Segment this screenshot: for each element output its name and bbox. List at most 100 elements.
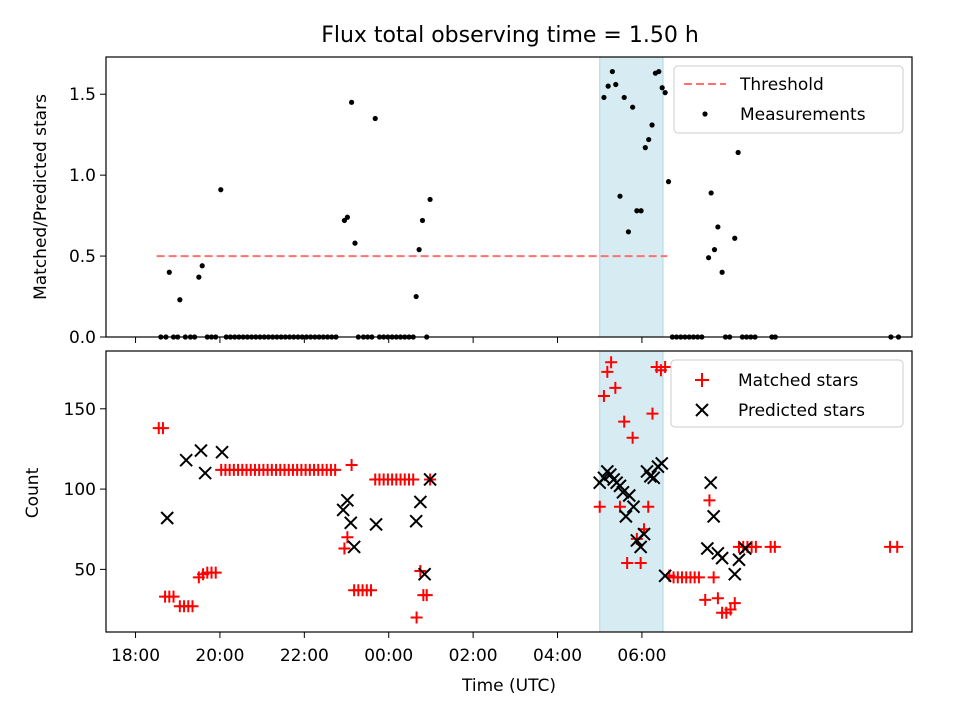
measurements-point (625, 229, 632, 235)
predicted-stars-point (413, 495, 428, 509)
x-tick-label: 20:00 (195, 646, 244, 666)
top-y-axis-label: Matched/Predicted stars (31, 94, 51, 300)
predicted-stars-point (336, 503, 350, 517)
predicted-stars-point (409, 514, 423, 528)
measurements-point (218, 187, 224, 193)
bottom-y-ticks: 50 100 150 (64, 400, 106, 580)
matched-stars-point (626, 431, 639, 444)
top-panel: 0.0 0.5 1.0 1.5 Matched/Predicted stars Thr… (31, 56, 913, 348)
measurements-point (719, 269, 725, 275)
bottom-x-ticks: 18:00 20:00 22:00 00:00 02:00 04:00 06:00 (111, 632, 666, 666)
top-highlight-span (599, 56, 664, 338)
legend-predicted-label: Predicted stars (738, 401, 865, 421)
matched-stars-point (601, 365, 614, 378)
predicted-stars-point (706, 509, 721, 524)
measurements-point (735, 149, 741, 156)
predicted-stars-point (179, 453, 193, 467)
matched-stars-point (410, 611, 423, 624)
matched-stars-point (420, 589, 433, 602)
predicted-stars-point (633, 540, 648, 554)
matched-stars-point (703, 494, 716, 507)
x-tick-label: 18:00 (111, 646, 160, 666)
predicted-stars-point (738, 541, 753, 556)
matched-stars-point (329, 463, 342, 476)
matched-stars-point (621, 556, 634, 569)
measurements-point (621, 94, 627, 101)
bot-y-tick-label: 150 (64, 400, 96, 420)
measurements-point (646, 136, 652, 143)
predicted-stars-point (647, 471, 661, 485)
predicted-stars-point (417, 567, 432, 581)
matched-stars-point (593, 500, 606, 513)
matched-stars-point (711, 592, 724, 605)
predicted-stars-point (619, 509, 633, 524)
measurements-point (711, 247, 718, 253)
predicted-stars-point (715, 551, 729, 565)
bottom-legend: Matched stars Predicted stars (670, 359, 904, 428)
measurements-point (634, 208, 640, 214)
matched-stars-point (707, 571, 720, 584)
matched-stars-point (609, 381, 622, 394)
matched-stars-point (209, 566, 222, 579)
measurements-point (348, 99, 355, 105)
measurements-point (601, 94, 607, 101)
predicted-stars-point (626, 500, 641, 514)
top-legend: Threshold Measurements (673, 65, 904, 134)
measurements-point (617, 193, 623, 199)
measurements-point (732, 235, 738, 241)
predicted-stars-point (160, 511, 174, 525)
predicted-stars-point (369, 517, 383, 532)
matched-stars-point (341, 531, 354, 544)
matched-stars-point (407, 473, 420, 486)
measurements-point (352, 240, 358, 246)
predicted-stars-point (622, 488, 636, 503)
measurements-point (177, 297, 183, 303)
x-tick-label: 02:00 (449, 646, 498, 666)
matched-stars-point (605, 356, 618, 369)
measurements-point (613, 81, 619, 88)
bottom-highlight-layer (599, 350, 664, 633)
matched-stars-point (642, 500, 655, 513)
measurements-point (715, 224, 721, 230)
measurements-point (196, 274, 202, 280)
matched-stars-point (692, 571, 705, 584)
chart-title: Flux total observing time = 1.50 h (321, 23, 699, 48)
matched-stars-point (659, 361, 672, 374)
top-axes-frame (105, 56, 913, 338)
measurements-point (708, 190, 714, 196)
legend-predicted-swatch (695, 403, 709, 417)
x-tick-label: 06:00 (617, 646, 666, 666)
measurements-point (656, 68, 662, 75)
top-x-ticks (135, 337, 643, 343)
measurements-point (638, 208, 644, 214)
matched-stars-point (338, 542, 351, 555)
bottom-y-axis-label: Count (23, 467, 43, 518)
predicted-stars-point (700, 541, 715, 556)
predicted-stars-point (616, 485, 630, 500)
matched-stars-point (728, 597, 741, 610)
top-highlight-layer (599, 56, 664, 338)
bottom-axes-frame (105, 350, 913, 633)
top-legend-box (673, 65, 904, 134)
x-tick-label: 00:00 (364, 646, 413, 666)
legend-matched-swatch (695, 373, 709, 387)
predicted-stars-point (344, 516, 358, 530)
x-tick-label: 04:00 (533, 646, 582, 666)
measurements-point (427, 196, 433, 203)
predicted-stars-point (215, 445, 229, 459)
predicted-stars-point (658, 569, 672, 583)
top-y-tick-label: 1.5 (69, 85, 96, 105)
measurements-point (605, 83, 611, 89)
matched-stars-point (186, 600, 199, 613)
predicted-stars-point (347, 540, 361, 554)
matched-stars-point (724, 603, 737, 616)
measurements-point (642, 145, 648, 151)
matched-stars-point (345, 459, 358, 472)
x-tick-label: 22:00 (280, 646, 329, 666)
measurements-point (166, 269, 172, 275)
predicted-stars-point (423, 472, 437, 487)
predicted-stars-point (194, 443, 208, 458)
measurements-point (706, 255, 712, 261)
matched-stars-point (618, 415, 631, 428)
